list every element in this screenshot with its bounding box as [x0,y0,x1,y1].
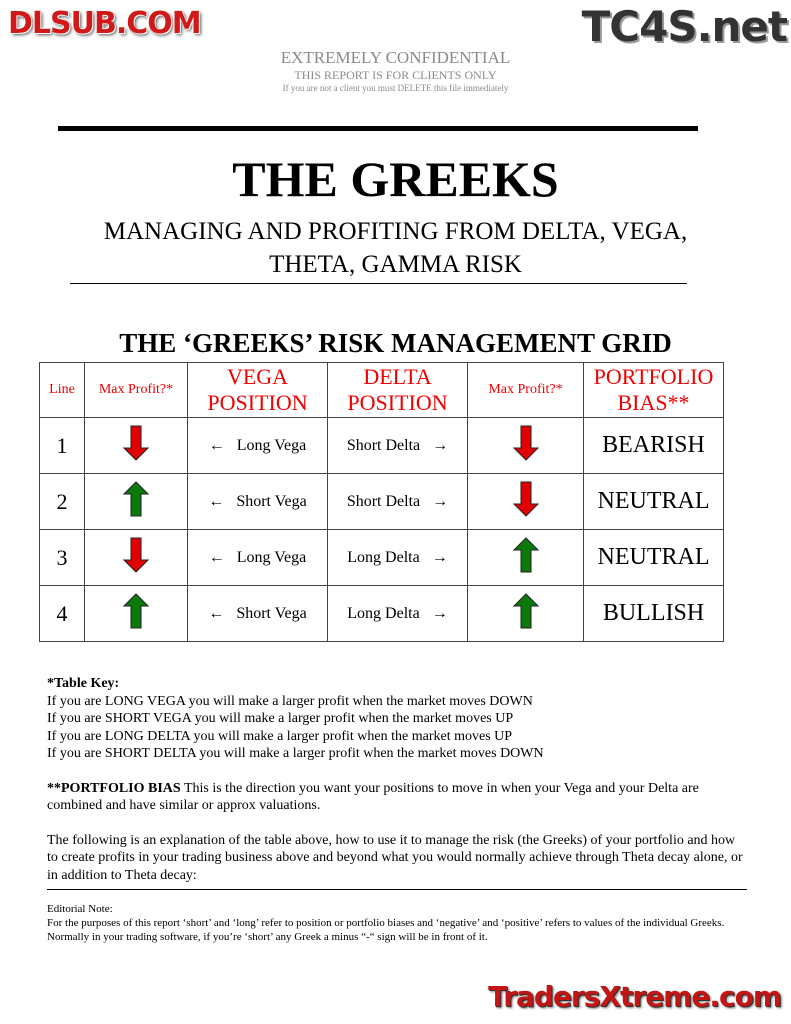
table-key-line: If you are SHORT DELTA you will make a l… [47,746,544,761]
arrow-down-icon [84,417,188,474]
watermark-dlsub: DLSUB.COM [8,6,202,41]
subtitle-line-1: MANAGING AND PROFITING FROM DELTA, VEGA, [103,218,688,245]
confidential-heading: EXTREMELY CONFIDENTIAL [280,48,511,67]
portfolio-bias: NEUTRAL [583,473,724,530]
arrow-up-icon [467,529,584,586]
table-header-row: Line Max Profit?* VEGA POSITION DELTA POSI… [39,362,724,418]
explanation-paragraph: The following is an explanation of the t… [47,832,743,883]
portfolio-bias-note: **PORTFOLIO BIAS This is the direction y… [47,780,699,814]
header-max-profit: Max Profit?* [84,362,188,418]
vega-position: ← Short Vega [187,473,328,530]
table-key-line: If you are LONG VEGA you will make a lar… [47,693,533,709]
editorial-note: Editorial Note: For the purposes of this … [47,889,747,944]
header-line: Line [39,362,85,418]
header-delta-position: DELTA POSITION [327,362,468,418]
divider [58,126,698,131]
arrow-down-icon [467,417,584,474]
divider [70,283,687,284]
confidential-subheading: THIS REPORT IS FOR CLIENTS ONLY [294,68,497,82]
table-key-line: If you are LONG DELTA you will make a la… [47,728,513,744]
risk-grid-table: Line Max Profit?* VEGA POSITION DELTA POSI… [39,362,724,642]
arrow-down-icon [467,473,584,530]
arrow-up-icon [467,585,584,642]
vega-position: ← Long Vega [187,417,328,474]
arrow-up-icon [84,585,188,642]
table-key: *Table Key: If you are LONG VEGA you wil… [47,675,747,763]
vega-position: ← Short Vega [187,585,328,642]
line-number: 3 [39,529,85,586]
page-title: THE GREEKS [232,151,559,207]
delta-position: Long Delta → [327,585,468,642]
watermark-tradersxtreme: TradersXtreme.com [488,980,782,1013]
table-row: 3 ← Long Vega Long Delta → NEUTRAL [39,529,724,586]
portfolio-bias: BULLISH [583,585,724,642]
header-max-profit: Max Profit?* [467,362,584,418]
table-row: 4 ← Short Vega Long Delta → BULLISH [39,585,724,642]
header-vega-position: VEGA POSITION [187,362,328,418]
line-number: 2 [39,473,85,530]
table-key-line: If you are SHORT VEGA you will make a la… [47,711,514,726]
table-key-title: *Table Key: [47,676,120,691]
delta-position: Long Delta → [327,529,468,586]
grid-title: THE ‘GREEKS’ RISK MANAGEMENT GRID [119,328,672,358]
header-portfolio-bias: PORTFOLIO BIAS** [583,362,724,418]
portfolio-bias: BEARISH [583,417,724,474]
vega-position: ← Long Vega [187,529,328,586]
portfolio-bias: NEUTRAL [583,529,724,586]
line-number: 4 [39,585,85,642]
line-number: 1 [39,417,85,474]
delta-position: Short Delta → [327,417,468,474]
body-text: *Table Key: If you are LONG VEGA you wil… [47,675,747,944]
arrow-down-icon [84,529,188,586]
delta-position: Short Delta → [327,473,468,530]
subtitle-line-2: THETA, GAMMA RISK [269,251,522,278]
confidential-notice: If you are not a client you must DELETE … [282,83,509,93]
watermark-logo-tc4s: TC4S.net [581,2,788,51]
arrow-up-icon [84,473,188,530]
table-row: 2 ← Short Vega Short Delta → NEUTRAL [39,473,724,530]
table-row: 1 ← Long Vega Short Delta → BEARISH [39,417,724,474]
